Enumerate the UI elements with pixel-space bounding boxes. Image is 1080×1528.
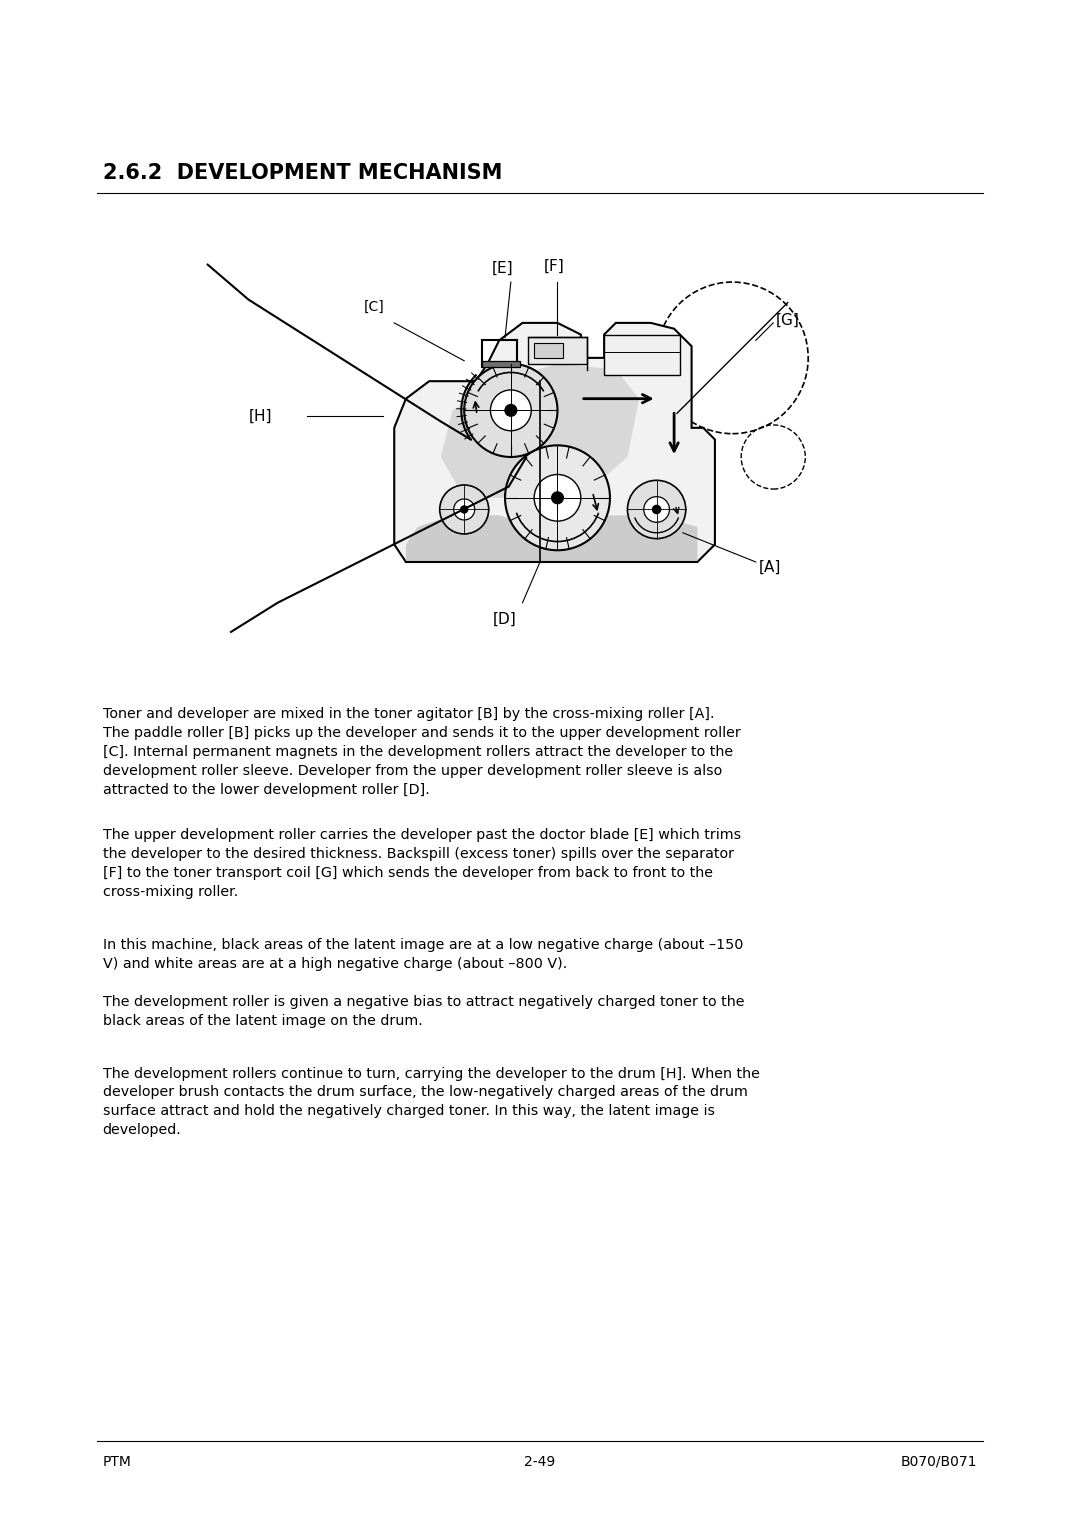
- Text: Toner and developer are mixed in the toner agitator [B] by the cross-mixing roll: Toner and developer are mixed in the ton…: [103, 707, 741, 798]
- Bar: [528, 338, 586, 364]
- Circle shape: [627, 480, 686, 539]
- Text: 2.6.2  DEVELOPMENT MECHANISM: 2.6.2 DEVELOPMENT MECHANISM: [103, 163, 502, 183]
- Text: [A]: [A]: [758, 561, 781, 575]
- Polygon shape: [394, 322, 715, 562]
- Text: [F]: [F]: [544, 258, 565, 274]
- Circle shape: [644, 497, 670, 523]
- Text: In this machine, black areas of the latent image are at a low negative charge (a: In this machine, black areas of the late…: [103, 938, 743, 972]
- Circle shape: [440, 484, 488, 533]
- Circle shape: [552, 492, 564, 504]
- Text: The upper development roller carries the developer past the doctor blade [E] whi: The upper development roller carries the…: [103, 828, 741, 898]
- Circle shape: [454, 500, 475, 520]
- Text: The development roller is given a negative bias to attract negatively charged to: The development roller is given a negati…: [103, 995, 744, 1028]
- Text: B070/B071: B070/B071: [901, 1455, 977, 1468]
- Circle shape: [464, 364, 557, 457]
- Bar: [604, 335, 680, 376]
- Text: [E]: [E]: [491, 261, 513, 277]
- Bar: [535, 344, 564, 358]
- Text: [H]: [H]: [248, 408, 272, 423]
- Text: [C]: [C]: [364, 299, 384, 315]
- Text: 2-49: 2-49: [525, 1455, 555, 1468]
- Text: PTM: PTM: [103, 1455, 132, 1468]
- Circle shape: [505, 405, 516, 416]
- Circle shape: [490, 390, 531, 431]
- Circle shape: [652, 506, 661, 513]
- Polygon shape: [406, 515, 540, 562]
- Circle shape: [505, 445, 610, 550]
- Text: [D]: [D]: [494, 611, 517, 626]
- Text: [G]: [G]: [777, 312, 800, 327]
- Polygon shape: [441, 364, 639, 498]
- Text: The development rollers continue to turn, carrying the developer to the drum [H]: The development rollers continue to turn…: [103, 1067, 759, 1137]
- Circle shape: [535, 475, 581, 521]
- Bar: [482, 361, 519, 367]
- Circle shape: [461, 506, 468, 513]
- Polygon shape: [540, 515, 698, 562]
